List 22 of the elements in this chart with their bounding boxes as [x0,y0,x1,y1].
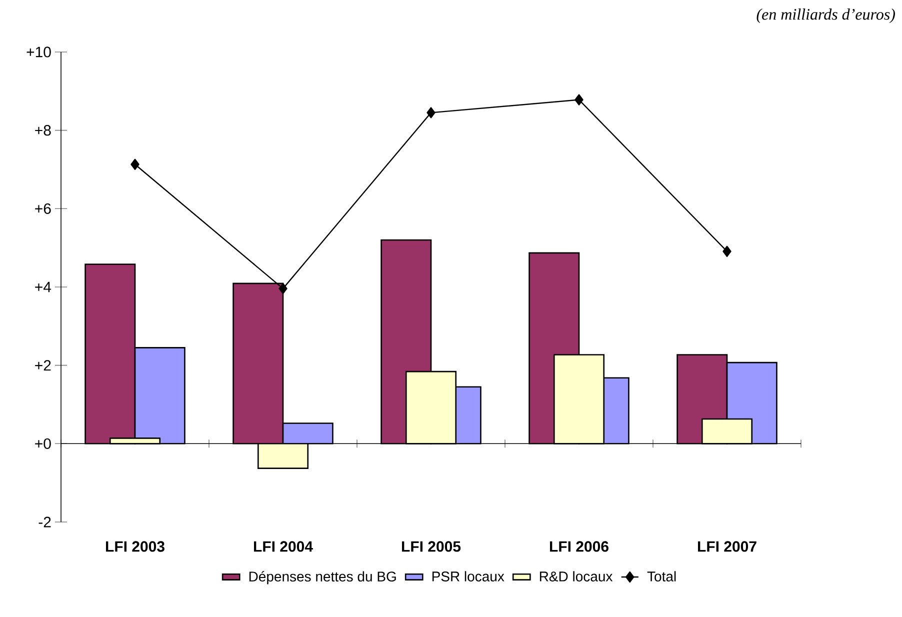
x-tick-label: LFI 2006 [550,541,608,552]
point [278,282,288,294]
legend-label: R&D locaux [540,571,613,582]
y-tick-label: +2 [35,360,51,371]
legend-label: Dépenses nettes du BG [249,571,396,584]
y-tick-label: -2 [38,516,51,528]
legend-label: PSR locaux [432,571,504,582]
y-tick-label: +6 [35,203,51,214]
x-tick-label: LFI 2005 [402,541,461,552]
text: (en milliards d’euros) [756,8,895,24]
point [574,94,584,106]
point [722,246,732,257]
x-tick-label: LFI 2003 [106,541,164,552]
y-tick-label: +8 [35,125,51,136]
point [130,158,140,170]
y-tick-label: +4 [35,282,52,292]
y-tick-label: +10 [26,46,51,58]
y-tick-label: +0 [35,438,51,449]
x-tick-label: LFI 2007 [698,541,756,552]
x-tick-label: LFI 2004 [254,541,313,552]
legend-label: Total [647,571,676,582]
point [426,107,436,118]
